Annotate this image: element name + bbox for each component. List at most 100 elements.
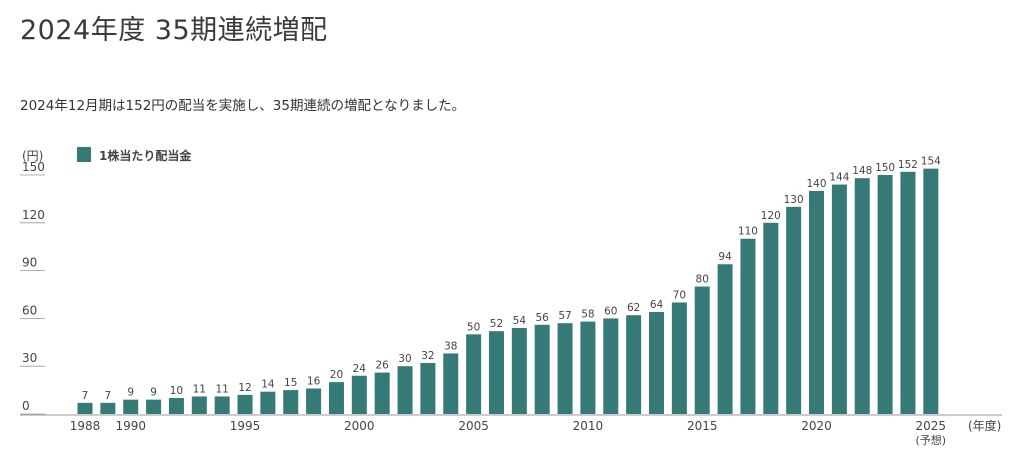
dividend-bar-chart: 0 30 60 90 120 150 7 7 9 9 10 11 11 12 14 15 16 20 24 26 30…: [20, 147, 1002, 447]
data-label: 52: [490, 318, 503, 330]
x-tick-label: 2010: [573, 419, 604, 433]
data-label: 64: [650, 299, 664, 311]
legend-label: 1株当たり配当金: [99, 148, 192, 163]
data-label: 94: [718, 251, 732, 263]
bar-2010: [580, 321, 596, 414]
bar-1998: [306, 388, 322, 414]
data-label: 16: [307, 376, 321, 388]
bar-2005: [466, 334, 482, 414]
data-label: 50: [467, 321, 480, 333]
bar-1993: [191, 396, 207, 414]
data-label: 20: [330, 369, 343, 381]
y-tick-label: 60: [22, 303, 37, 317]
data-label: 12: [238, 382, 251, 394]
x-tick-label: 2025: [916, 419, 947, 433]
bar-1997: [283, 390, 299, 414]
data-label: 24: [353, 363, 367, 375]
x-tick-label: 2020: [801, 419, 832, 433]
bar-2001: [374, 372, 390, 414]
bar-2006: [488, 331, 504, 414]
y-tick-label: 120: [22, 208, 45, 222]
bar-2022: [854, 178, 870, 414]
bar-2016: [717, 264, 733, 414]
bar-2021: [831, 184, 847, 414]
bar-1996: [260, 391, 276, 414]
bar-2024: [900, 171, 916, 414]
x-tick-label: 1990: [115, 419, 146, 433]
data-label: 58: [581, 309, 594, 321]
page-description: 2024年12月期は152円の配当を実施し、35期連続の増配となりました。: [20, 98, 466, 114]
data-label: 32: [421, 350, 434, 362]
data-label: 62: [627, 302, 640, 314]
data-label: 150: [875, 162, 895, 174]
bar-2004: [443, 353, 459, 414]
bar-2018: [763, 222, 779, 414]
y-axis-unit-label: (円): [22, 149, 43, 163]
bar-2023: [877, 175, 893, 414]
data-label: 9: [127, 387, 134, 399]
x-axis-unit-label: (年度): [968, 418, 1001, 433]
data-label: 80: [696, 274, 709, 286]
bar-2019: [786, 206, 802, 414]
bar-2017: [740, 238, 756, 414]
data-label: 15: [284, 377, 297, 389]
x-tick-label: 2000: [344, 419, 375, 433]
bar-1991: [146, 399, 162, 414]
data-label: 140: [806, 178, 826, 190]
bar-1995: [237, 394, 253, 414]
data-label: 130: [784, 194, 804, 206]
legend-swatch: [77, 147, 91, 162]
bar-1989: [100, 402, 116, 414]
data-label: 57: [558, 310, 571, 322]
x-tick-sublabel: (予想): [916, 433, 947, 447]
bar-2002: [397, 366, 413, 414]
data-label: 152: [898, 159, 918, 171]
data-label: 56: [536, 312, 550, 324]
bar-1994: [214, 396, 230, 414]
bar-2014: [671, 302, 687, 414]
x-tick-label: 1995: [230, 419, 261, 433]
bar-2009: [557, 323, 573, 414]
bars: 7 7 9 9 10 11 11 12 14 15 16 20 24 26 30 32 38 50 52 54 56 57…: [77, 156, 941, 414]
page-title: 2024年度 35期連続増配: [20, 15, 328, 46]
data-label: 38: [444, 340, 457, 352]
data-label: 10: [170, 385, 183, 397]
bar-1990: [123, 399, 139, 414]
legend: 1株当たり配当金: [77, 147, 192, 163]
bar-1999: [328, 382, 344, 414]
bar-2000: [351, 375, 367, 414]
data-label: 11: [215, 383, 228, 395]
data-label: 9: [150, 387, 157, 399]
bar-2020: [809, 190, 825, 414]
data-label: 7: [82, 390, 89, 402]
data-label: 7: [105, 390, 112, 402]
data-label: 54: [513, 315, 527, 327]
data-label: 11: [193, 383, 206, 395]
y-axis: 0 30 60 90 120 150: [20, 160, 45, 415]
x-tick-label: 2005: [458, 419, 489, 433]
x-axis: 1988 1990 1995 2000 2005 2010 2015 2020 2025(予想): [20, 414, 1002, 447]
data-label: 70: [673, 289, 686, 301]
data-label: 26: [375, 360, 389, 372]
bar-2003: [420, 363, 436, 414]
bar-2025: [923, 168, 939, 414]
data-label: 144: [829, 172, 849, 184]
y-tick-label: 30: [22, 351, 37, 365]
data-label: 110: [738, 226, 758, 238]
bar-2011: [603, 318, 619, 414]
bar-2012: [626, 315, 642, 414]
data-label: 148: [852, 165, 872, 177]
data-label: 14: [261, 379, 275, 391]
bar-2007: [511, 327, 527, 414]
bar-2013: [649, 312, 664, 414]
y-tick-label: 150: [22, 160, 45, 174]
x-tick-label: 2015: [687, 419, 718, 433]
data-label: 120: [761, 210, 781, 222]
bar-1992: [168, 398, 184, 414]
data-label: 60: [604, 305, 617, 317]
bar-1988: [77, 402, 93, 414]
bar-2015: [694, 286, 710, 414]
y-tick-label: 0: [22, 399, 30, 413]
data-label: 154: [921, 156, 941, 168]
x-tick-label: 1988: [70, 419, 101, 433]
